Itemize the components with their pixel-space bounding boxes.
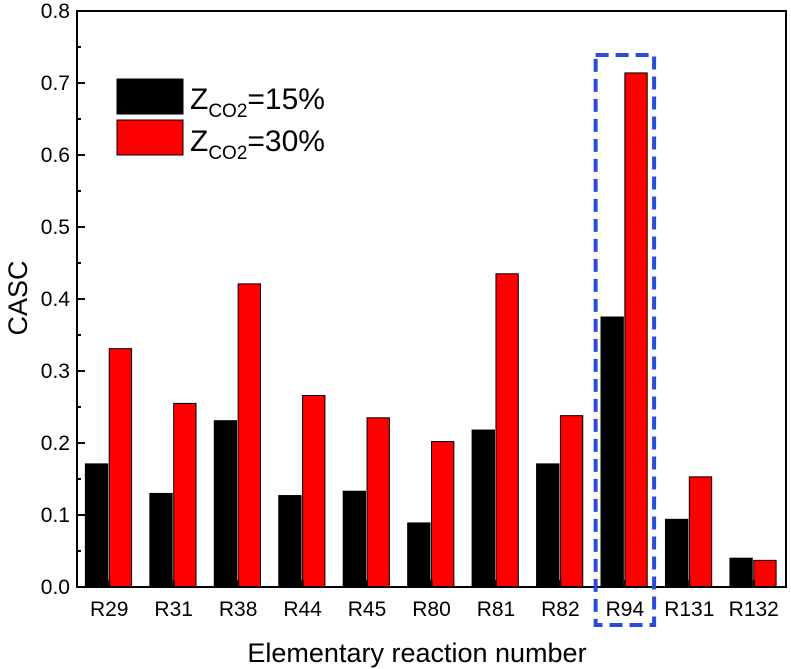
bar-r31-series-1 <box>149 492 173 588</box>
y-tick-label: 0.3 <box>41 360 70 383</box>
x-tick-label-r44: R44 <box>283 598 322 621</box>
bar-r80-series-1 <box>407 522 431 588</box>
x-tick-label-r80: R80 <box>412 598 451 621</box>
legend-label-30: ZCO2=30% <box>190 125 325 164</box>
y-tick-label: 0.0 <box>41 576 70 599</box>
bar-r38-series-1 <box>213 420 238 588</box>
bar-r44-series-1 <box>278 495 302 588</box>
y-tick-label: 0.6 <box>41 144 70 167</box>
y-tick-label: 0.7 <box>41 72 70 95</box>
x-tick-label-r81: R81 <box>477 598 516 621</box>
bar-r44-series-2 <box>302 394 326 588</box>
y-tick-label: 0.4 <box>41 288 71 311</box>
legend-swatch-30 <box>116 119 184 156</box>
bar-r29-series-2 <box>108 348 133 588</box>
bar-r81-series-1 <box>471 429 495 588</box>
x-tick-label-r132: R132 <box>729 598 779 621</box>
bar-r131-series-1 <box>664 518 689 588</box>
y-tick-label: 0.5 <box>41 216 70 239</box>
bar-r82-series-1 <box>536 463 560 588</box>
x-tick-label-r94: R94 <box>606 598 645 621</box>
y-axis-title: CASC <box>3 260 33 335</box>
bar-r38-series-2 <box>237 283 261 588</box>
bars-layer <box>84 72 777 588</box>
y-tick-label: 0.1 <box>41 504 70 527</box>
bar-r45-series-2 <box>366 417 390 588</box>
x-axis: R29 R31 R38 R44 R45 R80 R81 R82 R94 R131 R132 <box>90 580 779 621</box>
y-axis: 0.0 0.1 0.2 0.3 0.4 0.5 0.6 0.7 0.8 <box>41 0 85 599</box>
bar-r132-series-2 <box>753 559 777 588</box>
x-tick-label-r82: R82 <box>541 598 580 621</box>
legend: ZCO2=15% ZCO2=30% <box>116 78 325 164</box>
bar-r94-series-1 <box>600 316 624 588</box>
bar-r82-series-2 <box>559 415 584 588</box>
bar-r81-series-2 <box>495 273 519 588</box>
bar-r80-series-2 <box>431 441 455 588</box>
y-tick-label: 0.2 <box>41 432 70 455</box>
bar-r29-series-1 <box>84 463 109 588</box>
x-tick-label-r38: R38 <box>219 598 258 621</box>
x-tick-label-r29: R29 <box>90 598 129 621</box>
bar-r94-series-2 <box>624 72 648 588</box>
x-tick-label-r31: R31 <box>154 598 193 621</box>
bar-r31-series-2 <box>173 402 197 588</box>
y-tick-label: 0.8 <box>41 0 70 23</box>
bar-r131-series-2 <box>688 476 713 588</box>
x-tick-label-r131: R131 <box>664 598 714 621</box>
bar-r132-series-1 <box>729 557 753 588</box>
legend-swatch-15 <box>116 78 184 115</box>
x-tick-label-r45: R45 <box>348 598 387 621</box>
legend-label-15: ZCO2=15% <box>190 83 325 122</box>
x-axis-title: Elementary reaction number <box>247 638 586 668</box>
bar-r45-series-1 <box>342 490 367 588</box>
highlight-box-r94 <box>593 53 657 627</box>
